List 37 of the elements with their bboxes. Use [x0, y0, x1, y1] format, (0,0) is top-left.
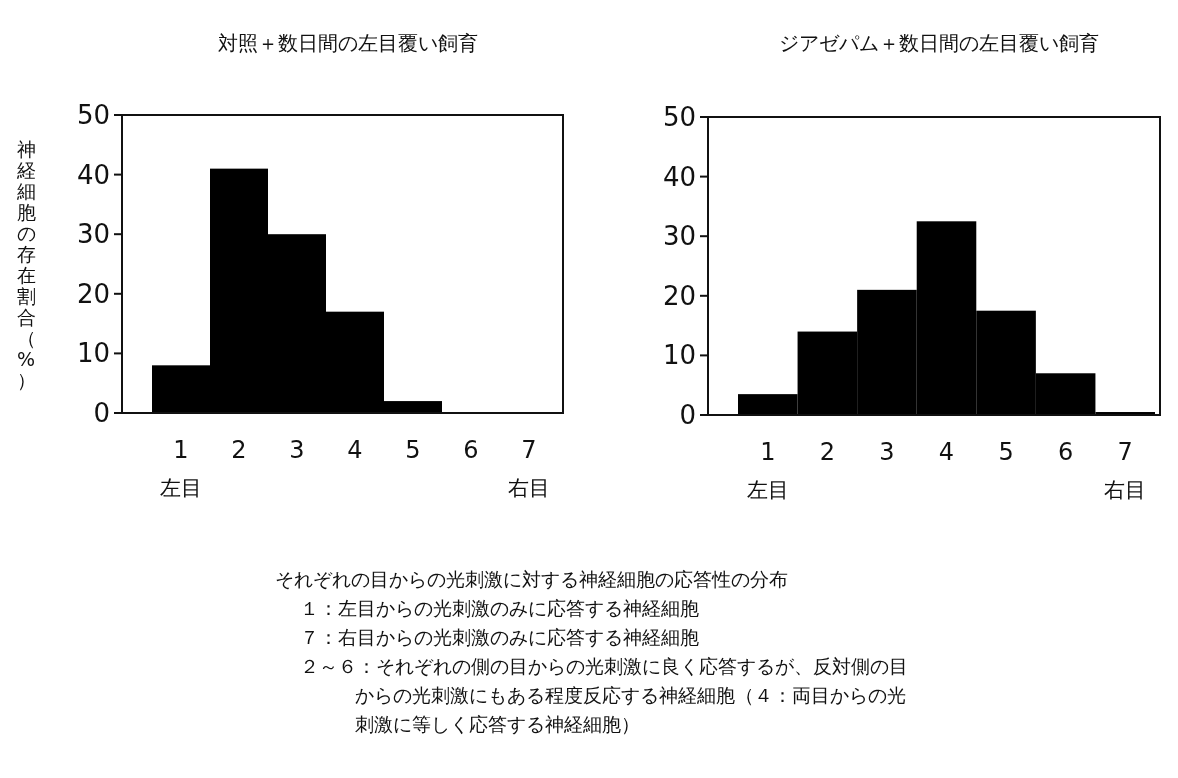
x-tick-label: 3 — [879, 438, 895, 466]
chart-title: ジアゼパム＋数日間の左目覆い飼育 — [779, 31, 1099, 55]
x-tick-label: 4 — [938, 438, 955, 466]
y-tick-label: 30 — [662, 221, 696, 252]
y-tick-label: 30 — [76, 219, 110, 250]
text: それぞれの目からの光刺激に対する神経細胞の応答性の分布 — [275, 567, 789, 592]
x-tick-label: 2 — [231, 436, 247, 464]
x-tick-label: 7 — [521, 436, 537, 464]
y-tick-label: 0 — [679, 400, 696, 430]
text: 左目 — [746, 478, 789, 502]
y-tick-label: 10 — [662, 340, 696, 371]
y-tick-label: 20 — [76, 278, 110, 309]
text: 神経細胞の存在割合（%） — [16, 137, 36, 391]
x-tick-label: 2 — [819, 438, 835, 466]
x-tick-label: 6 — [1058, 438, 1074, 466]
text: 左目 — [160, 476, 202, 500]
y-tick-label: 40 — [662, 161, 696, 192]
y-tick-label: 20 — [662, 280, 696, 311]
x-tick-label: 7 — [1117, 438, 1133, 466]
y-tick-label: 40 — [76, 159, 110, 190]
text: 右目 — [508, 476, 550, 500]
y-tick-label: 50 — [76, 100, 110, 130]
text: ２～６：それぞれの側の目からの光刺激に良く応答するが、反対側の目からの光刺激にもある程度反応する神経細胞（４：両目からの光刺激に等しく応答する神経細胞） — [299, 654, 909, 737]
x-tick-label: 3 — [289, 436, 305, 464]
x-tick-label: 4 — [347, 436, 363, 464]
text: ７：右目からの光刺激のみに応答する神経細胞 — [299, 625, 700, 650]
y-tick-label: 0 — [93, 398, 110, 428]
text: 右目 — [1104, 478, 1147, 502]
y-tick-label: 10 — [76, 338, 110, 369]
chart-title: 対照＋数日間の左目覆い飼育 — [217, 31, 478, 55]
text: １：左目からの光刺激のみに応答する神経細胞 — [299, 596, 700, 621]
x-tick-label: 1 — [760, 438, 776, 466]
x-tick-label: 5 — [405, 436, 421, 464]
x-tick-label: 1 — [173, 436, 189, 464]
x-tick-label: 5 — [998, 438, 1014, 466]
x-tick-label: 6 — [463, 436, 479, 464]
y-tick-label: 50 — [662, 102, 696, 132]
